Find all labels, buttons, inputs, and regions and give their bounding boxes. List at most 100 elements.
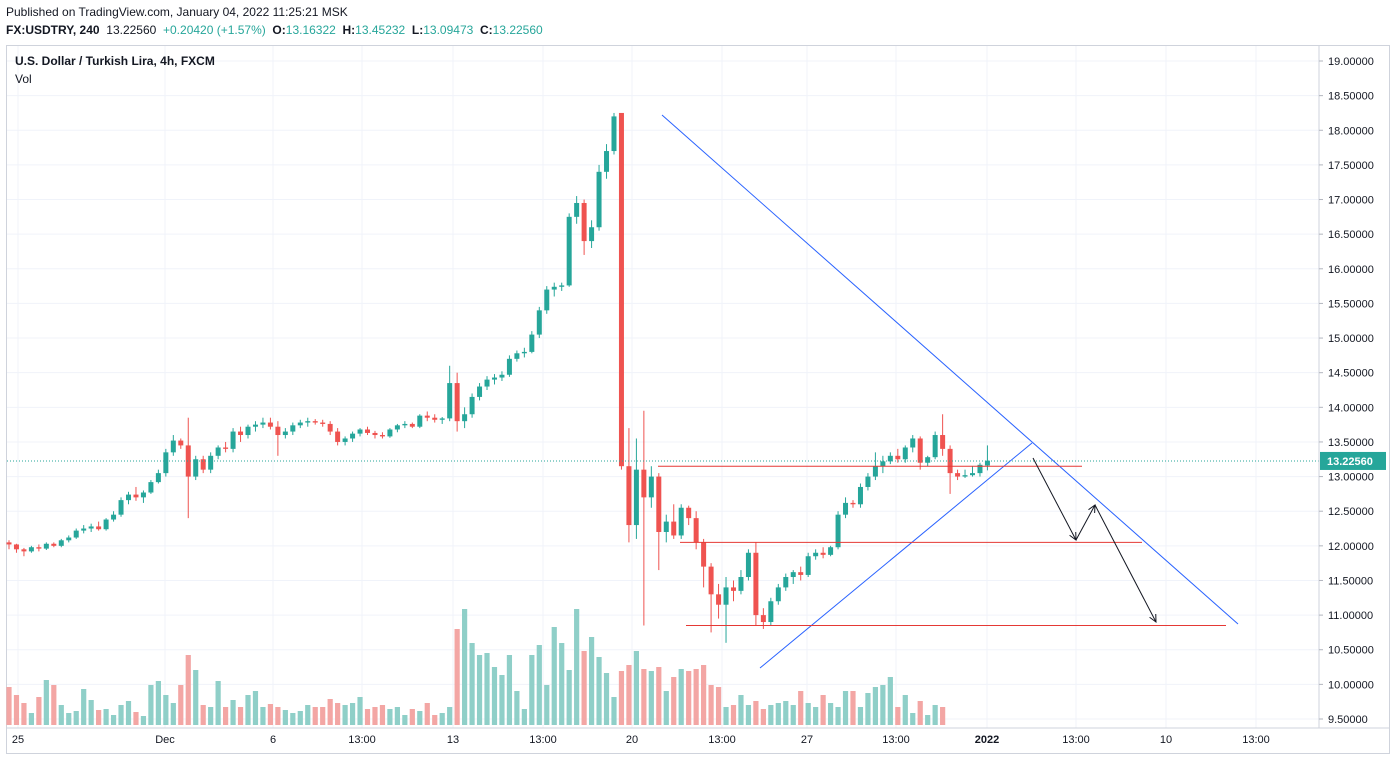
time-tick-label: 13:00 — [1242, 734, 1270, 746]
time-tick-label: 2022 — [975, 734, 999, 746]
volume-bar — [626, 665, 632, 725]
volume-bar — [559, 643, 565, 725]
candle-body — [671, 521, 677, 536]
volume-bar — [215, 681, 221, 725]
time-tick-label: 13:00 — [882, 734, 910, 746]
volume-bar — [58, 705, 64, 725]
candle-body — [387, 429, 393, 437]
price-tick-label: 12.50000 — [1328, 506, 1374, 518]
volume-bar — [760, 709, 766, 725]
candle-body — [155, 473, 161, 483]
volume-bar — [895, 707, 901, 725]
candle-body — [28, 547, 34, 552]
candle-body — [618, 112, 624, 467]
price-tick-label: 11.50000 — [1328, 575, 1373, 587]
volume-bar — [252, 691, 259, 725]
price-tick-label: 13.00000 — [1328, 472, 1374, 484]
volume-bar — [574, 609, 580, 725]
time-tick-label: 13:00 — [1062, 734, 1090, 746]
candle-body — [491, 377, 497, 380]
price-tick-label: 17.00000 — [1328, 195, 1374, 207]
candle-body — [648, 476, 654, 498]
volume-bar — [476, 655, 483, 725]
candle-body — [365, 429, 371, 433]
price-tick-label: 16.50000 — [1328, 229, 1374, 241]
close-value: 13.22560 — [492, 23, 543, 37]
candle-body — [13, 544, 19, 550]
open-value: 13.16322 — [285, 23, 336, 37]
candle-body — [267, 422, 273, 427]
candle-body — [656, 476, 662, 532]
candle-body — [940, 435, 946, 449]
volume-bar — [753, 701, 759, 725]
close-label: C: — [479, 23, 493, 37]
candle-body — [51, 543, 57, 546]
volume-bar — [827, 703, 834, 725]
candle-body — [312, 421, 318, 423]
candle-body — [447, 383, 453, 419]
volume-bar — [387, 709, 393, 725]
volume-bar — [641, 669, 647, 725]
time-axis: 25 Dec 6 13:00 13 13:00 20 13:00 27 13:00 2022 13:0… — [12, 734, 1270, 746]
candle-body — [566, 216, 572, 286]
candles — [6, 112, 990, 643]
candle-body — [193, 459, 199, 477]
candle-body — [805, 556, 811, 575]
volume-bar — [342, 705, 348, 725]
volume-bar — [155, 681, 161, 725]
candle-body — [716, 594, 722, 605]
candle-body — [843, 502, 849, 515]
candle-body — [432, 417, 438, 420]
candle-body — [126, 494, 132, 501]
volume-bar — [110, 715, 117, 725]
candle-body — [678, 507, 684, 536]
volume-bar — [499, 675, 505, 725]
candle-body — [275, 426, 281, 436]
volume-bar — [163, 695, 169, 725]
volume-bar — [835, 707, 841, 725]
candle-body — [417, 415, 423, 427]
trendline-down — [661, 114, 1239, 625]
candle-body — [902, 447, 908, 460]
candle-body — [335, 431, 341, 442]
volume-bar — [178, 685, 184, 725]
candle-body — [245, 426, 251, 436]
price-tick-label: 10.50000 — [1328, 645, 1374, 657]
volume-bar — [633, 651, 639, 725]
candle-body — [230, 431, 236, 449]
volume-bar — [925, 715, 931, 725]
candle-body — [984, 460, 990, 466]
candle-body — [424, 415, 430, 418]
volume-bar — [125, 701, 132, 725]
forecast-arrow-segment — [1032, 457, 1077, 541]
time-tick-label: 13 — [447, 734, 459, 746]
volume-bar — [940, 707, 946, 725]
volume-bar — [686, 671, 692, 725]
candle-body — [955, 473, 961, 477]
chart-legend-title: U.S. Dollar / Turkish Lira, 4h, FXCM — [15, 54, 215, 68]
candle-body — [200, 459, 206, 470]
volume-bar — [596, 657, 602, 725]
candle-body — [409, 423, 415, 427]
volume-bar — [715, 687, 722, 725]
candle-body — [185, 445, 191, 477]
volume-bar — [133, 712, 139, 725]
candle-body — [693, 518, 699, 543]
volume-bar — [544, 685, 550, 725]
volume-bar — [394, 707, 400, 725]
volume-bar — [6, 687, 12, 725]
volume-bar — [208, 707, 214, 725]
chart-frame[interactable] — [6, 45, 1390, 754]
candle-body — [140, 492, 146, 498]
price-tick-label: 18.00000 — [1328, 125, 1374, 137]
volume-bar — [880, 685, 886, 725]
candle-body — [372, 432, 378, 436]
volume-bar — [148, 685, 154, 725]
volume-bar — [357, 697, 363, 725]
volume-bar — [783, 701, 789, 725]
volume-bar — [36, 697, 42, 725]
time-tick-label: 10 — [1160, 734, 1172, 746]
candle-body — [596, 171, 602, 228]
candle-body — [977, 464, 983, 474]
